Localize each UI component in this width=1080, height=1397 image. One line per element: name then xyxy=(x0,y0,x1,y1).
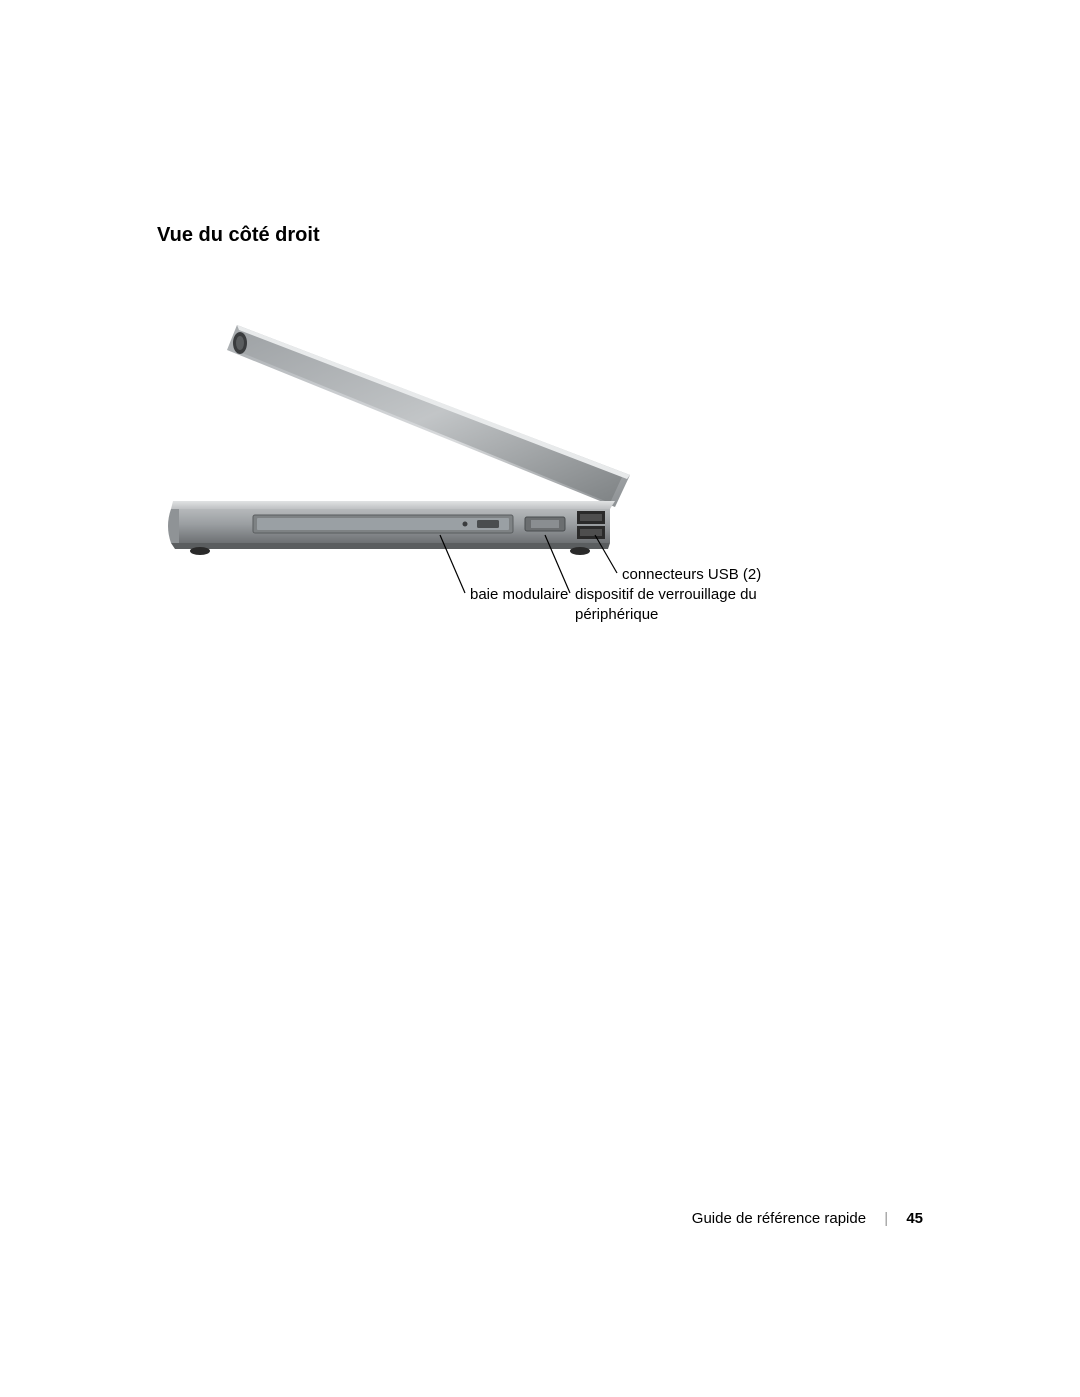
modular-bay-tray xyxy=(257,518,509,530)
page-footer: Guide de référence rapide | 45 xyxy=(692,1210,923,1227)
laptop-base-bottom xyxy=(171,543,610,549)
laptop-foot-back xyxy=(570,547,590,555)
laptop-hinge-inner xyxy=(236,336,244,350)
drive-led xyxy=(463,522,468,527)
section-title: Vue du côté droit xyxy=(157,224,320,247)
drive-eject-button xyxy=(477,520,499,528)
callout-label-usb: connecteurs USB (2) xyxy=(622,565,761,585)
laptop-foot-front xyxy=(190,547,210,555)
callout-label-lock: dispositif de verrouillage du périphériq… xyxy=(575,585,775,624)
footer-page-number: 45 xyxy=(906,1210,923,1227)
footer-doc-title: Guide de référence rapide xyxy=(692,1210,866,1227)
document-page: Vue du côté droit xyxy=(0,0,1080,1397)
device-lock-slider xyxy=(531,520,559,528)
laptop-diagram: connecteurs USB (2) dispositif de verrou… xyxy=(165,265,865,665)
laptop-lid-face xyxy=(235,331,622,503)
laptop-front-curve xyxy=(168,509,179,543)
laptop-lid-edge xyxy=(237,325,630,479)
footer-separator: | xyxy=(884,1210,888,1227)
callout-label-bay: baie modulaire xyxy=(470,585,568,605)
laptop-deck-edge xyxy=(171,501,615,509)
